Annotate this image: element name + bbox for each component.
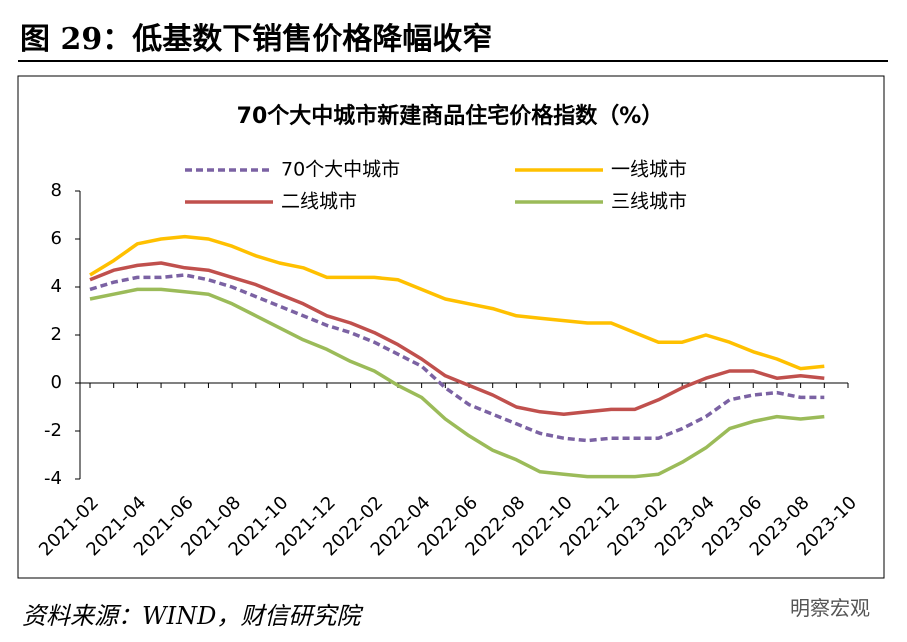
legend-label: 70个大中城市 bbox=[281, 159, 400, 181]
y-tick-label: -4 bbox=[44, 468, 62, 489]
header-rule bbox=[18, 60, 888, 62]
watermark: 明察宏观 bbox=[790, 596, 870, 620]
legend-label: 一线城市 bbox=[611, 159, 687, 181]
series-line bbox=[89, 287, 825, 479]
y-tick-label: 6 bbox=[51, 228, 62, 249]
series-line bbox=[89, 273, 825, 443]
chart-title: 70个大中城市新建商品住宅价格指数（%） bbox=[237, 103, 664, 129]
y-tick-label: -2 bbox=[44, 420, 62, 441]
figure-title: 图 29：低基数下销售价格降幅收窄 bbox=[20, 22, 493, 57]
series-line bbox=[89, 261, 825, 416]
y-tick-label: 8 bbox=[51, 180, 62, 201]
source: 资料来源：WIND，财信研究院 bbox=[22, 602, 361, 630]
y-tick-label: 2 bbox=[51, 324, 62, 345]
chart-frame bbox=[17, 75, 885, 579]
legend-label: 三线城市 bbox=[611, 191, 687, 213]
y-tick-label: 4 bbox=[51, 276, 62, 297]
series-line bbox=[89, 234, 825, 371]
legend-label: 二线城市 bbox=[281, 191, 357, 213]
y-tick-label: 0 bbox=[51, 372, 62, 393]
